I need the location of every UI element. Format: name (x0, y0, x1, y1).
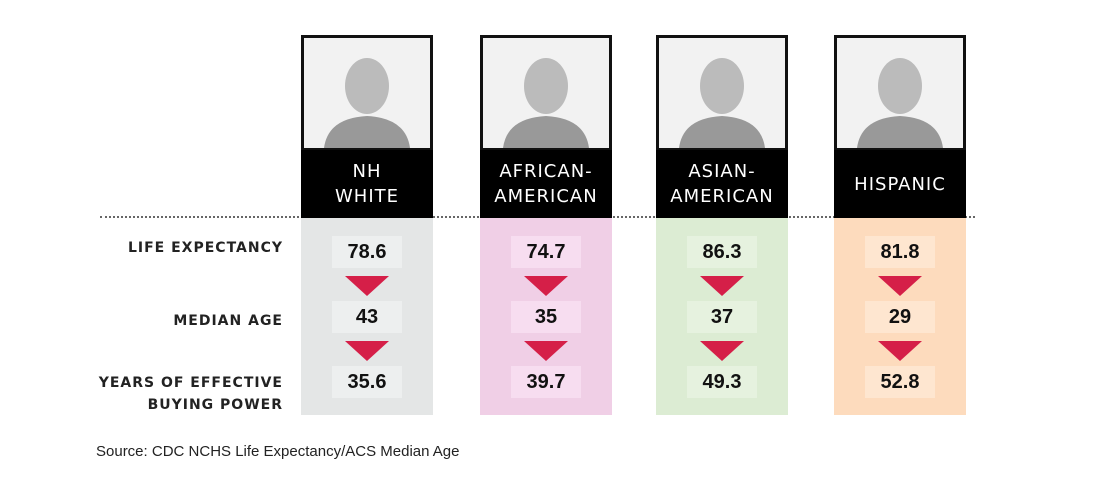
row-label-line: YEARS OF EFFECTIVE (98, 375, 283, 391)
column-header: AFRICAN- AMERICAN (480, 150, 612, 218)
portrait (834, 35, 966, 151)
value-cell: 29 (865, 301, 935, 333)
value-cell: 78.6 (332, 236, 402, 268)
column-body: 86.3 37 49.3 (656, 218, 788, 415)
portrait-silhouette (324, 58, 410, 148)
arrow-down (878, 341, 922, 361)
header-line: AMERICAN (494, 186, 598, 207)
value-cell: 52.8 (865, 366, 935, 398)
header-line: NH (352, 161, 382, 182)
arrow-down (524, 341, 568, 361)
row-label: MEDIAN AGE (173, 310, 283, 332)
header-line: AMERICAN (670, 186, 774, 207)
header-line: AFRICAN- (499, 161, 593, 182)
column-body: 74.7 35 39.7 (480, 218, 612, 415)
value-cell: 35.6 (332, 366, 402, 398)
header-line: WHITE (334, 186, 399, 207)
portrait (480, 35, 612, 151)
source-note: Source: CDC NCHS Life Expectancy/ACS Med… (96, 443, 460, 460)
value-cell: 81.8 (865, 236, 935, 268)
arrow-down (700, 341, 744, 361)
portrait-silhouette (503, 58, 589, 148)
row-label-line: LIFE EXPECTANCY (127, 240, 283, 256)
row-label-line: BUYING POWER (147, 397, 283, 413)
value-cell: 86.3 (687, 236, 757, 268)
column-header: HISPANIC (834, 150, 966, 218)
column-body: 81.8 29 52.8 (834, 218, 966, 415)
arrow-down (700, 276, 744, 296)
arrow-down (878, 276, 922, 296)
arrow-down (345, 341, 389, 361)
arrow-down (345, 276, 389, 296)
header-line: HISPANIC (854, 173, 946, 195)
portrait (301, 35, 433, 151)
portrait-silhouette (857, 58, 943, 148)
row-label-line: MEDIAN AGE (173, 313, 283, 329)
value-cell: 39.7 (511, 366, 581, 398)
column-body: 78.6 43 35.6 (301, 218, 433, 415)
value-cell: 43 (332, 301, 402, 333)
value-cell: 74.7 (511, 236, 581, 268)
portrait-silhouette (679, 58, 765, 148)
column-header: NH WHITE (301, 150, 433, 218)
arrow-down (524, 276, 568, 296)
row-label: LIFE EXPECTANCY (128, 237, 283, 259)
header-line: ASIAN- (688, 161, 756, 182)
value-cell: 35 (511, 301, 581, 333)
column-header: ASIAN- AMERICAN (656, 150, 788, 218)
value-cell: 49.3 (687, 366, 757, 398)
row-label: YEARS OF EFFECTIVE BUYING POWER (99, 372, 283, 416)
value-cell: 37 (687, 301, 757, 333)
portrait (656, 35, 788, 151)
